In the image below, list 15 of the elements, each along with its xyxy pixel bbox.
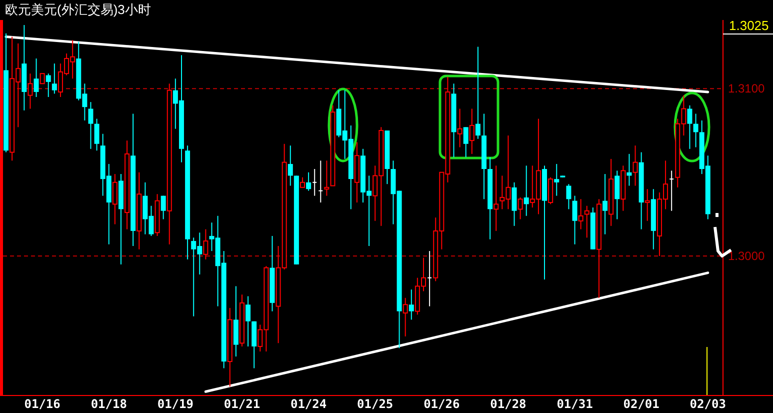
- x-tick-label: 01/25: [357, 397, 394, 411]
- y-tick-label: 1.3000: [728, 249, 766, 264]
- x-tick-label: 01/24: [290, 397, 327, 411]
- chart-title: 欧元美元(外汇交易)3小时: [5, 2, 151, 17]
- x-tick-label: 01/26: [424, 397, 460, 411]
- x-tick-label: 01/19: [157, 397, 194, 411]
- x-tick-label: 02/01: [623, 397, 660, 411]
- x-tick-label: 01/31: [556, 397, 593, 411]
- x-tick-label: 01/21: [224, 397, 260, 411]
- x-tick-label: 01/28: [490, 397, 526, 411]
- y-tick-label: 1.3100: [728, 82, 766, 96]
- text: 1.3025: [729, 18, 769, 33]
- x-tick-label: 01/16: [24, 397, 60, 411]
- x-tick-label: 01/18: [90, 397, 127, 411]
- x-tick-label: 02/03: [690, 397, 726, 411]
